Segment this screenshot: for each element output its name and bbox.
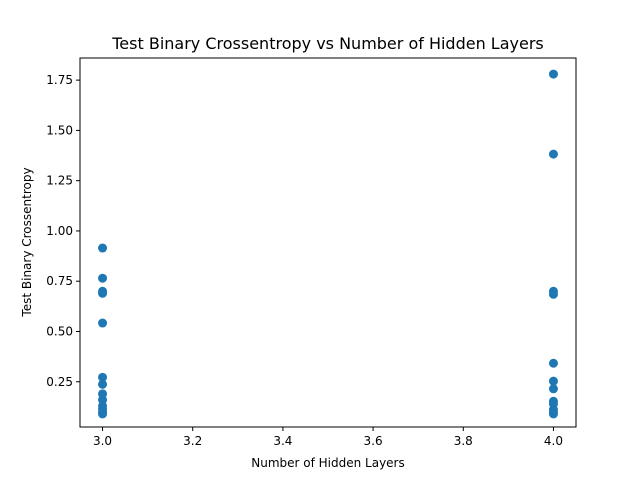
x-tick-label: 3.4 <box>273 434 292 448</box>
data-point <box>98 288 108 298</box>
data-point <box>98 273 108 283</box>
data-point <box>548 69 558 79</box>
y-axis-label: Test Binary Crossentropy <box>20 167 34 317</box>
x-axis-label: Number of Hidden Layers <box>251 456 405 470</box>
x-tick-label: 4.0 <box>544 434 563 448</box>
data-points <box>98 69 558 419</box>
data-point <box>548 384 558 394</box>
data-point <box>98 379 108 389</box>
x-tick-label: 3.2 <box>183 434 202 448</box>
y-tick-label: 0.50 <box>46 324 73 338</box>
y-tick-label: 1.75 <box>46 73 73 87</box>
data-point <box>98 372 108 382</box>
y-tick-label: 1.00 <box>46 224 73 238</box>
y-tick-label: 1.50 <box>46 123 73 137</box>
data-point <box>548 358 558 368</box>
y-tick-label: 0.25 <box>46 375 73 389</box>
chart-title: Test Binary Crossentropy vs Number of Hi… <box>111 34 544 53</box>
y-tick-label: 1.25 <box>46 174 73 188</box>
x-tick-label: 3.0 <box>93 434 112 448</box>
data-point <box>98 318 108 328</box>
data-point <box>548 289 558 299</box>
x-axis-ticks: 3.0 3.2 3.4 3.6 3.8 4.0 <box>93 427 563 448</box>
data-point <box>98 409 108 419</box>
data-point <box>98 243 108 253</box>
y-axis-ticks: 0.25 0.50 0.75 1.00 1.25 1.50 1.75 <box>46 73 80 389</box>
data-point <box>548 376 558 386</box>
plot-area-frame <box>79 57 577 428</box>
y-tick-label: 0.75 <box>46 274 73 288</box>
data-point <box>548 149 558 159</box>
data-point <box>548 409 558 419</box>
x-tick-label: 3.6 <box>364 434 383 448</box>
x-tick-label: 3.8 <box>454 434 473 448</box>
